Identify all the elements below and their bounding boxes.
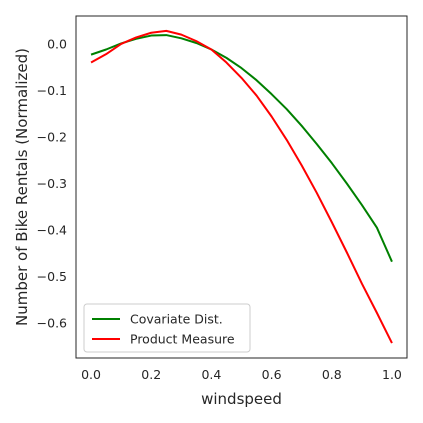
plot-background: [76, 16, 407, 358]
y-tick-label: −0.3: [37, 176, 67, 191]
y-tick-label: −0.5: [37, 269, 67, 284]
y-tick-label: −0.1: [37, 83, 67, 98]
legend-label-covariate: Covariate Dist.: [130, 312, 223, 327]
series-line-product: [90, 29, 393, 344]
x-tick-label: 0.0: [81, 367, 101, 382]
x-axis-label: windspeed: [201, 390, 282, 408]
y-tick-label: −0.4: [37, 223, 67, 238]
y-tick-label: −0.6: [37, 316, 67, 331]
x-axis-ticks: 0.0 0.2 0.4 0.6 0.8 1.0: [81, 367, 402, 382]
x-tick-label: 0.6: [262, 367, 282, 382]
x-tick-label: 0.8: [322, 367, 342, 382]
y-axis-label: Number of Bike Rentals (Normalized): [13, 48, 31, 326]
legend-box: [83, 303, 251, 353]
legend: Covariate Dist. Product Measure: [83, 303, 251, 353]
plot-frame: [75, 15, 408, 359]
series-layer: [90, 29, 393, 344]
legend-label-product: Product Measure: [130, 332, 235, 347]
series-line-covariate: [90, 34, 393, 263]
y-axis-ticks: 0.0 −0.1 −0.2 −0.3 −0.4 −0.5 −0.6: [37, 36, 67, 330]
y-tick-label: 0.0: [47, 36, 67, 51]
x-tick-label: 0.4: [201, 367, 221, 382]
x-tick-label: 1.0: [382, 367, 402, 382]
x-tick-label: 0.2: [141, 367, 161, 382]
y-tick-label: −0.2: [37, 129, 67, 144]
